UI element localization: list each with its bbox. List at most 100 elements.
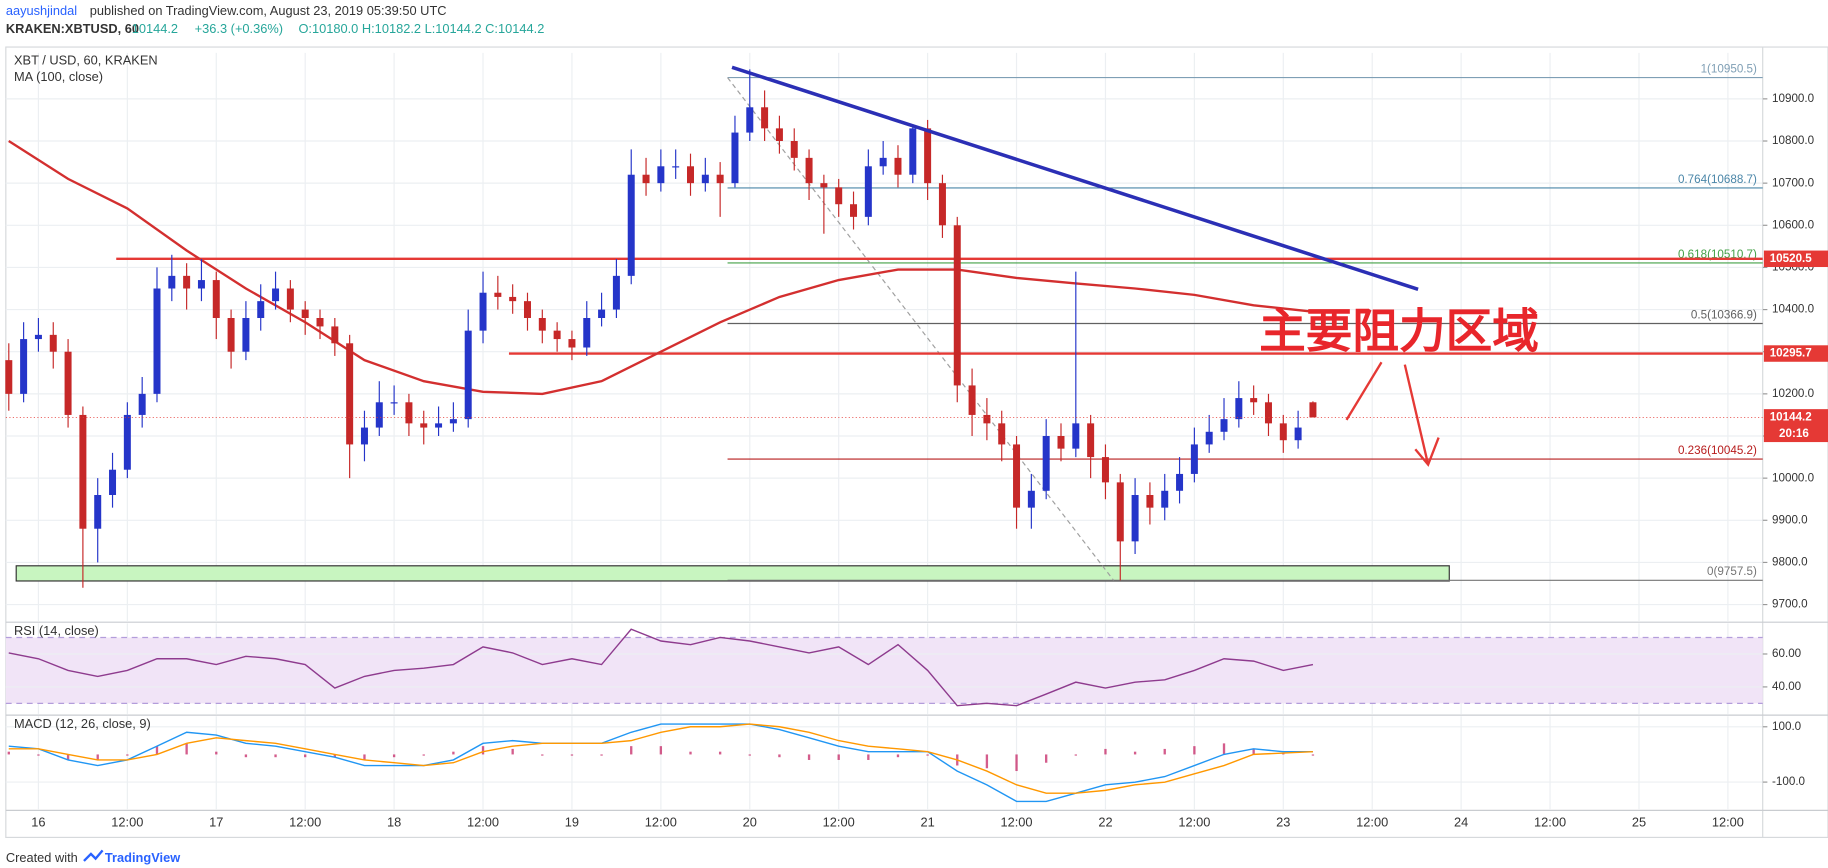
candle-body <box>1250 398 1258 403</box>
arrow <box>1345 361 1383 421</box>
candle-body <box>687 166 695 184</box>
candle-body <box>212 280 220 319</box>
candle-body <box>464 330 472 420</box>
candle-body <box>568 339 576 348</box>
candle-body <box>583 318 591 348</box>
candle-body <box>598 309 606 319</box>
candle-body <box>983 414 991 424</box>
countdown: 20:16 <box>1779 427 1809 440</box>
y-tick-label: 10800.0 <box>1772 134 1815 147</box>
fib-label: 0.764(10688.7) <box>1678 173 1757 186</box>
candle-body <box>79 414 87 529</box>
published: published on TradingView.com, August 23,… <box>90 3 447 18</box>
x-tick-label: 12:00 <box>467 815 499 830</box>
histogram-bar <box>363 754 366 760</box>
candle-body <box>894 157 902 175</box>
histogram-bar <box>600 754 603 756</box>
plot-layer: 16 12:00 17 12:00 18 12:00 19 12:00 20 12:00 21 12:… <box>5 53 1828 830</box>
fib-label: 0(9757.5) <box>1707 565 1757 578</box>
y-tick-label: 10400.0 <box>1772 303 1815 316</box>
arrow-head <box>1414 437 1440 467</box>
candle-body <box>1072 423 1080 449</box>
candle-body <box>1161 490 1169 508</box>
x-tick-label: 12:00 <box>645 815 677 830</box>
rsi-band <box>5 637 1763 704</box>
candle-body <box>1013 444 1021 508</box>
histogram-bar <box>926 754 929 756</box>
histogram-bar <box>1193 746 1196 755</box>
histogram-bar <box>867 754 870 760</box>
candle-body <box>953 225 961 386</box>
histogram-bar <box>1311 754 1315 756</box>
histogram-bar <box>1074 754 1077 756</box>
histogram-bar <box>778 754 781 758</box>
fib-label: 0.5(10366.9) <box>1691 308 1757 321</box>
footer-brand[interactable]: TradingView <box>105 850 181 865</box>
candle-body <box>864 166 872 217</box>
candle-body <box>197 280 205 289</box>
candle-body <box>20 339 28 394</box>
histogram-bar <box>1133 751 1137 755</box>
candle-body <box>1042 436 1050 491</box>
candle-body <box>109 469 117 496</box>
candle-body <box>1279 423 1287 441</box>
candle-body <box>1235 398 1243 420</box>
indicator-line <box>8 723 1313 794</box>
arrows <box>1345 361 1440 467</box>
candle-body <box>805 157 813 184</box>
candle-body <box>790 141 798 158</box>
price-tag <box>1763 409 1828 443</box>
histogram-bar <box>659 746 663 755</box>
candle-body <box>1264 402 1272 424</box>
trendline <box>731 65 1419 292</box>
candle-body <box>168 275 176 289</box>
candle-body <box>1190 444 1198 474</box>
histogram-bar <box>422 754 425 756</box>
candle-body <box>420 423 428 428</box>
x-tick-label: 12:00 <box>1000 815 1032 830</box>
candle-body <box>1131 495 1139 542</box>
histogram-bar <box>304 754 307 758</box>
candle-body <box>924 128 932 184</box>
candle-body <box>153 288 161 394</box>
x-tick-label: 12:00 <box>111 815 143 830</box>
candle-body <box>390 402 398 404</box>
author[interactable]: aayushjindal <box>6 3 77 18</box>
histogram-bar <box>7 751 10 755</box>
histogram-bar <box>807 754 811 760</box>
histogram-bar <box>630 746 633 755</box>
histogram-bar <box>1015 754 1018 772</box>
candle-body <box>909 128 917 175</box>
histogram-bar <box>1252 748 1255 755</box>
indicator-line <box>8 628 1314 707</box>
histogram-bar <box>689 751 692 755</box>
price-tag-label: 10295.7 <box>1770 347 1812 360</box>
histogram-bar <box>452 751 455 755</box>
candle-body <box>449 419 457 424</box>
candle-body <box>850 204 858 217</box>
candle-body <box>479 292 487 331</box>
histogram-bar <box>37 754 40 756</box>
candle-body <box>1027 490 1035 508</box>
candle-body <box>301 309 309 319</box>
y-tick-label: 10000.0 <box>1772 471 1815 484</box>
candle-body <box>701 174 709 184</box>
candle-body <box>716 174 724 184</box>
y-tick-label: 9800.0 <box>1772 555 1808 568</box>
x-tick-label: 23 <box>1276 815 1290 830</box>
price-tag <box>1763 250 1828 268</box>
histogram-bar <box>1163 748 1166 755</box>
fib-label: 0.236(10045.2) <box>1678 444 1757 457</box>
candle-body <box>509 296 517 302</box>
candle-body <box>1087 423 1095 458</box>
histogram-bar <box>333 754 336 758</box>
candle-body <box>1205 431 1213 445</box>
logo <box>83 849 104 862</box>
pane-title: RSI (14, close) <box>14 623 99 638</box>
candle-body <box>435 423 443 428</box>
footer-created: Created with <box>6 850 78 865</box>
candle-body <box>242 318 250 352</box>
candle-body <box>820 183 828 188</box>
candle-body <box>1294 427 1302 441</box>
y-tick-label: 9900.0 <box>1772 513 1808 526</box>
